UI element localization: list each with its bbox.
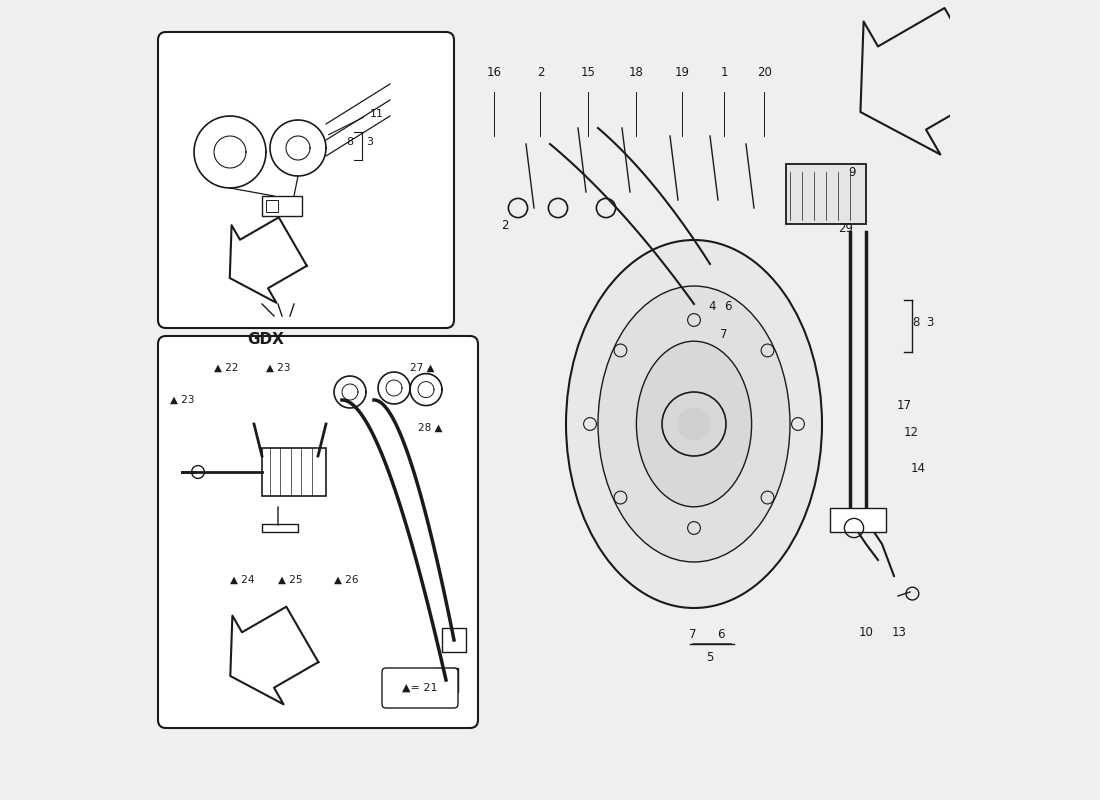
Bar — [434, 668, 458, 692]
FancyBboxPatch shape — [158, 32, 454, 328]
Text: 12: 12 — [904, 426, 920, 438]
Text: ▲= 21: ▲= 21 — [402, 683, 438, 693]
Text: 11: 11 — [370, 109, 384, 118]
Ellipse shape — [598, 286, 790, 562]
Text: 6: 6 — [724, 300, 732, 313]
Text: 8: 8 — [346, 138, 353, 147]
Text: 2: 2 — [537, 66, 544, 78]
Ellipse shape — [566, 240, 822, 608]
Text: 7: 7 — [689, 628, 696, 641]
Text: 27 ▲: 27 ▲ — [409, 363, 434, 373]
Text: 17: 17 — [896, 399, 912, 412]
Text: ▲ 24: ▲ 24 — [230, 575, 254, 585]
Bar — [786, 164, 866, 224]
Text: 19: 19 — [674, 66, 690, 78]
FancyBboxPatch shape — [158, 336, 478, 728]
Text: 14: 14 — [911, 462, 925, 474]
Text: 2: 2 — [500, 219, 508, 232]
Bar — [266, 200, 278, 212]
Text: ▲ 22: ▲ 22 — [213, 363, 239, 373]
Text: ▲ 23: ▲ 23 — [266, 363, 290, 373]
Bar — [442, 628, 466, 652]
Text: ▲ 25: ▲ 25 — [277, 575, 302, 585]
Text: 20: 20 — [757, 66, 772, 78]
Bar — [262, 196, 303, 216]
Text: GDX: GDX — [248, 332, 285, 347]
Text: ▲ 26: ▲ 26 — [333, 575, 359, 585]
Bar — [262, 448, 326, 496]
Text: 18: 18 — [629, 66, 644, 78]
Text: ▲ 23: ▲ 23 — [169, 395, 195, 405]
Text: 5: 5 — [706, 651, 714, 664]
Text: 10: 10 — [859, 626, 873, 638]
Circle shape — [678, 408, 710, 440]
FancyBboxPatch shape — [382, 668, 458, 708]
Text: 6: 6 — [717, 628, 725, 641]
Text: 28 ▲: 28 ▲ — [418, 423, 442, 433]
Text: 29: 29 — [838, 222, 854, 234]
Text: 7: 7 — [719, 328, 727, 341]
Text: 4: 4 — [708, 300, 716, 313]
Ellipse shape — [637, 341, 751, 507]
Bar — [262, 524, 298, 532]
Bar — [830, 508, 886, 532]
Text: 1: 1 — [720, 66, 728, 78]
Text: 9: 9 — [849, 166, 856, 178]
Text: 8: 8 — [912, 316, 920, 329]
Text: 16: 16 — [486, 66, 502, 78]
Text: 3: 3 — [366, 138, 373, 147]
Text: 15: 15 — [581, 66, 596, 78]
Text: 3: 3 — [926, 316, 934, 329]
Text: 13: 13 — [892, 626, 907, 638]
